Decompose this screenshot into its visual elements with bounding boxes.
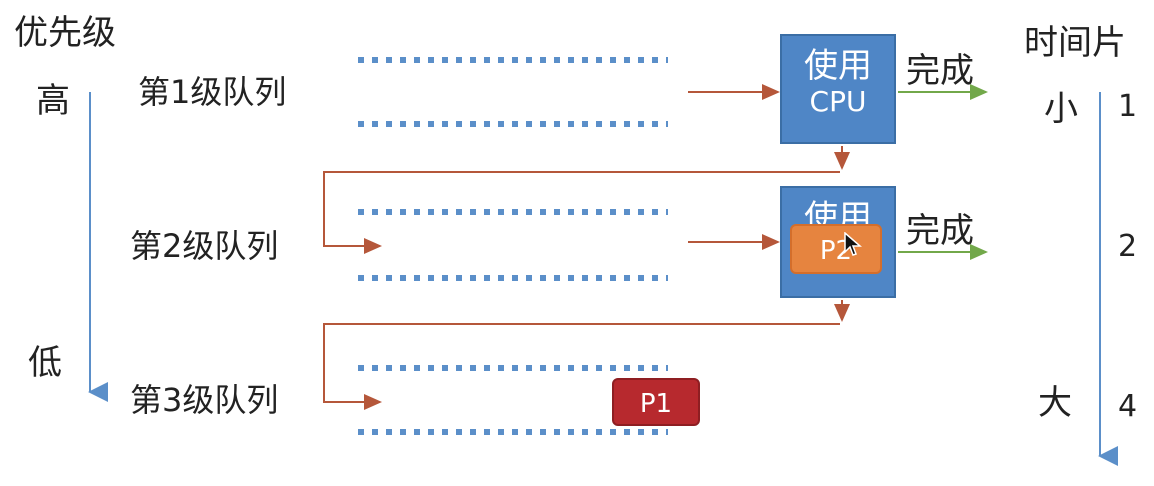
priority-title: 优先级 [14,13,116,53]
process-p1: P1 [612,378,700,426]
done-label-1: 完成 [906,51,974,91]
queue-label-2: 第2级队列 [130,227,279,265]
queue-label-3: 第3级队列 [130,381,279,419]
cpu-box-1-line2: CPU [809,85,867,119]
timeslice-large-label: 大 [1038,383,1072,423]
cpu-box-1-line1: 使用 [804,46,872,86]
cpu-box-1: 使用 CPU [780,34,896,144]
priority-low-label: 低 [28,343,62,383]
mouse-cursor-icon [844,232,862,256]
timeslice-title: 时间片 [1024,23,1126,63]
queue-label-1: 第1级队列 [138,73,287,111]
timeslice-value-1: 1 [1118,89,1138,124]
priority-high-label: 高 [36,81,70,121]
queue-dotted-lines [358,57,668,435]
process-p2: P2 [790,224,882,274]
queue-3-feedback-line [323,323,840,410]
timeslice-value-2: 2 [1118,229,1138,264]
timeslice-value-4: 4 [1118,389,1138,424]
done-label-2: 完成 [906,211,974,251]
timeslice-small-label: 小 [1044,89,1078,129]
queue-2-feedback-line [323,171,840,254]
